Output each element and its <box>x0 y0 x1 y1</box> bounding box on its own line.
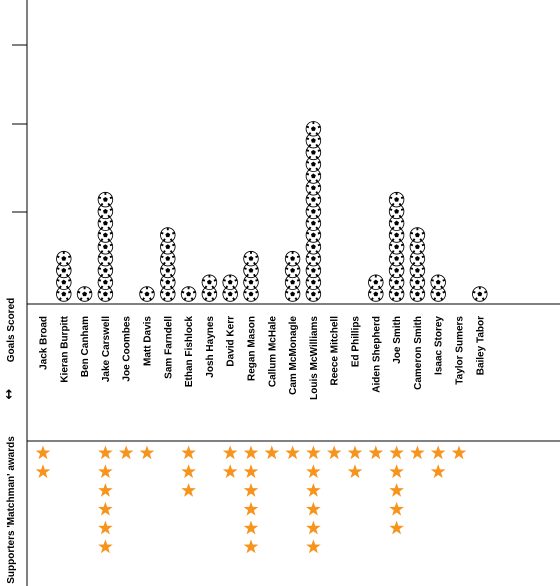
award-star-icon <box>306 539 321 554</box>
player-label: Isaac Storey <box>434 316 445 375</box>
award-star-icon <box>389 520 404 535</box>
award-star-icon <box>98 539 113 554</box>
award-star-icon <box>430 445 446 460</box>
award-star-icon <box>243 501 259 516</box>
player-label: Sam Farndell <box>163 316 174 379</box>
award-star-icon <box>264 445 280 460</box>
player-label: Ethan Fishlock <box>184 316 195 388</box>
goal-football-icon <box>305 120 322 138</box>
goal-football-icon <box>409 226 426 244</box>
goal-football-icon <box>55 250 73 267</box>
award-star-icon <box>347 445 363 460</box>
player-label: Cameron Smith <box>413 316 424 390</box>
award-star-icon <box>98 445 113 460</box>
goal-football-icon <box>388 191 405 208</box>
goal-football-icon <box>367 273 385 291</box>
player-label: Jack Broad <box>39 316 50 370</box>
goal-football-icon <box>221 273 239 291</box>
player-label: Aiden Shepherd <box>371 316 382 393</box>
award-star-icon <box>389 501 404 516</box>
award-star-icon <box>35 445 51 460</box>
goal-football-icon <box>284 250 301 267</box>
award-star-icon <box>389 464 404 479</box>
award-star-icon <box>222 464 238 479</box>
award-star-icon <box>118 445 134 460</box>
awards-marks <box>35 445 467 554</box>
award-star-icon <box>389 482 404 497</box>
award-star-icon <box>243 464 259 479</box>
player-label: Callum McHale <box>267 316 278 388</box>
player-label: Regan Mason <box>247 316 258 381</box>
award-star-icon <box>181 482 196 497</box>
player-label: Joe Smith <box>392 316 403 364</box>
player-label: Matt Davis <box>143 316 154 366</box>
award-star-icon <box>243 482 259 497</box>
award-star-icon <box>222 445 238 460</box>
award-star-icon <box>181 445 196 460</box>
player-label: Joe Coombes <box>122 316 133 382</box>
player-label: David Kerr <box>226 316 237 367</box>
award-star-icon <box>326 445 342 460</box>
award-star-icon <box>98 482 113 497</box>
player-label: Ed Phillips <box>351 316 362 368</box>
goal-football-icon <box>76 285 93 303</box>
goals-marks <box>55 120 489 303</box>
award-star-icon <box>35 464 51 479</box>
axes <box>12 0 560 586</box>
player-label: Josh Haynes <box>205 316 216 378</box>
player-labels: Jack Broad Kieran Burpitt Ben Canham Jake C… <box>39 315 487 399</box>
award-star-icon <box>243 520 259 535</box>
player-label: Bailey Tabor <box>475 316 486 375</box>
goal-football-icon <box>201 273 218 291</box>
awards-axis-title: Supporters 'Matchman' awards <box>6 436 17 584</box>
award-star-icon <box>347 464 363 479</box>
goal-football-icon <box>159 226 177 244</box>
award-star-icon <box>181 464 196 479</box>
award-star-icon <box>306 501 321 516</box>
award-star-icon <box>243 445 259 460</box>
award-star-icon <box>139 445 155 460</box>
goal-football-icon <box>138 285 156 303</box>
goals-axis-title: Goals Scored <box>6 298 17 362</box>
award-star-icon <box>389 445 404 460</box>
award-star-icon <box>98 464 113 479</box>
award-star-icon <box>243 539 259 554</box>
player-label: Kieran Burpitt <box>59 315 70 382</box>
award-star-icon <box>410 445 425 460</box>
player-label: Jake Carswell <box>101 316 112 382</box>
player-label: Ben Canham <box>80 316 91 377</box>
award-star-icon <box>306 520 321 535</box>
award-star-icon <box>451 445 467 460</box>
award-star-icon <box>306 482 321 497</box>
player-label: Cam McMonagle <box>288 316 299 395</box>
goal-football-icon <box>97 191 114 208</box>
player-label: Louis McWilliams <box>309 316 320 400</box>
award-star-icon <box>306 445 321 460</box>
goal-football-icon <box>242 250 260 267</box>
award-star-icon <box>98 501 113 516</box>
goal-football-icon <box>180 285 197 303</box>
goal-football-icon <box>471 285 489 303</box>
player-label: Reece Mitchell <box>330 316 341 386</box>
award-star-icon <box>98 520 113 535</box>
player-label: Taylor Sumers <box>455 316 466 385</box>
award-star-icon <box>430 464 446 479</box>
award-star-icon <box>368 445 384 460</box>
award-star-icon <box>285 445 300 460</box>
divider-arrow-icon: ↕ <box>4 388 15 403</box>
award-star-icon <box>306 464 321 479</box>
goal-football-icon <box>429 273 447 291</box>
